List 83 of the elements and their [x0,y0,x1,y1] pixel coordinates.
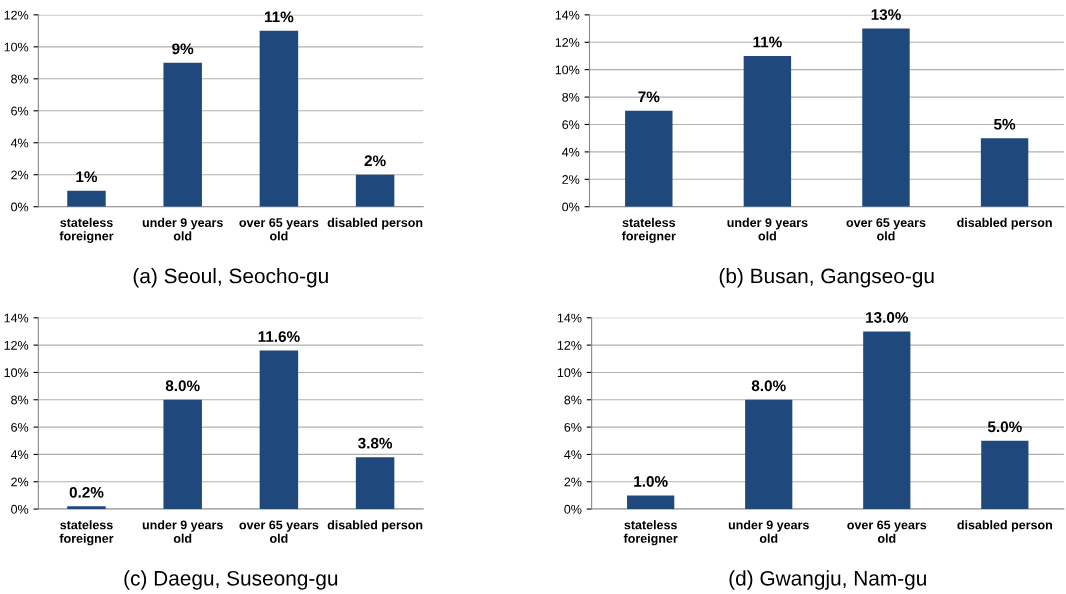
data-label: 8.0% [751,380,786,392]
data-label: 11% [753,36,782,48]
x-tick-label: under 9 years old [728,520,809,543]
y-tick-label: 14% [4,313,29,323]
y-tick-label: 14% [555,10,580,20]
data-label: 2% [364,155,386,167]
y-tick-label: 10% [555,65,580,75]
y-tick-label: 12% [555,38,580,47]
x-tick-label: disabled person [327,217,423,230]
y-tick-label: 10% [4,368,29,378]
data-label: 8.0% [165,380,200,392]
bar [67,506,106,510]
data-label: 11.6% [258,331,300,342]
y-tick-label: 4% [564,450,582,460]
x-tick-label: disabled person [327,520,423,532]
y-tick-label: 8% [562,92,580,102]
y-tick-label: 0% [564,504,582,514]
y-tick-label: 6% [564,422,582,432]
y-tick-label: 2% [11,477,29,487]
y-tick-label: 6% [11,422,29,432]
data-label: 13% [871,9,901,20]
x-tick-label: under 9 years old [727,217,808,241]
x-tick-label: under 9 years old [142,520,223,543]
y-tick-label: 0% [562,202,580,212]
data-label: 7% [638,91,660,103]
bar [163,399,202,510]
data-label: 5.0% [987,421,1022,433]
bar [981,440,1029,510]
x-axis-title: (a) Seoul, Seocho-gu [133,267,328,288]
x-axis-title: (b) Busan, Gangseo-gu [719,267,934,288]
x-axis-title: (c) Daegu, Suseong-gu [124,570,338,590]
x-tick-label: over 65 years old [847,520,927,543]
x-tick-label: stateless foreigner [59,520,114,546]
bar [259,350,299,510]
x-tick-label: disabled person [957,217,1052,230]
y-tick-label: 2% [562,175,580,184]
y-tick-label: 10% [557,368,582,378]
x-tick-label: under 9 years old [142,217,223,241]
data-label: 1% [76,171,98,183]
y-tick-label: 6% [11,106,29,116]
bar [627,495,675,510]
y-tick-label: 0% [11,504,29,514]
data-label: 11% [264,11,294,23]
data-label: 3.8% [358,437,393,449]
bar [863,331,911,510]
x-tick-label: disabled person [957,520,1052,532]
y-tick-label: 12% [557,340,582,350]
y-tick-label: 0% [11,202,29,212]
y-tick-label: 14% [557,313,582,323]
y-tick-label: 2% [564,477,582,487]
x-tick-label: over 65 years old [846,218,926,241]
y-tick-label: 8% [564,395,582,405]
bar [743,55,792,207]
bar [355,457,395,510]
y-tick-label: 12% [4,340,29,350]
y-tick-label: 2% [11,170,29,180]
data-label: 5% [994,118,1016,130]
bar [259,30,299,207]
y-tick-label: 12% [4,10,29,20]
x-tick-label: stateless foreigner [623,520,678,546]
y-tick-label: 6% [562,120,580,130]
y-tick-label: 8% [11,74,29,84]
bar [745,399,793,510]
bar [67,190,106,207]
x-tick-label: stateless foreigner [621,217,676,243]
x-tick-label: over 65 years old [239,520,319,543]
x-tick-label: over 65 years old [239,218,319,241]
bar [625,110,673,207]
data-label: 9% [172,43,194,55]
data-label: 1.0% [634,476,668,487]
y-tick-label: 10% [4,42,29,52]
y-tick-label: 4% [10,138,29,148]
bar [163,62,202,207]
bar [980,138,1029,207]
bar [355,174,395,207]
data-label: 0.2% [69,486,104,498]
y-tick-label: 4% [562,147,580,157]
y-tick-label: 8% [11,395,29,405]
x-axis-title: (d) Gwangju, Nam-gu [729,570,926,590]
data-label: 13.0% [866,312,909,323]
x-tick-label: stateless foreigner [59,217,114,243]
bar [862,28,910,207]
y-tick-label: 4% [10,450,29,460]
